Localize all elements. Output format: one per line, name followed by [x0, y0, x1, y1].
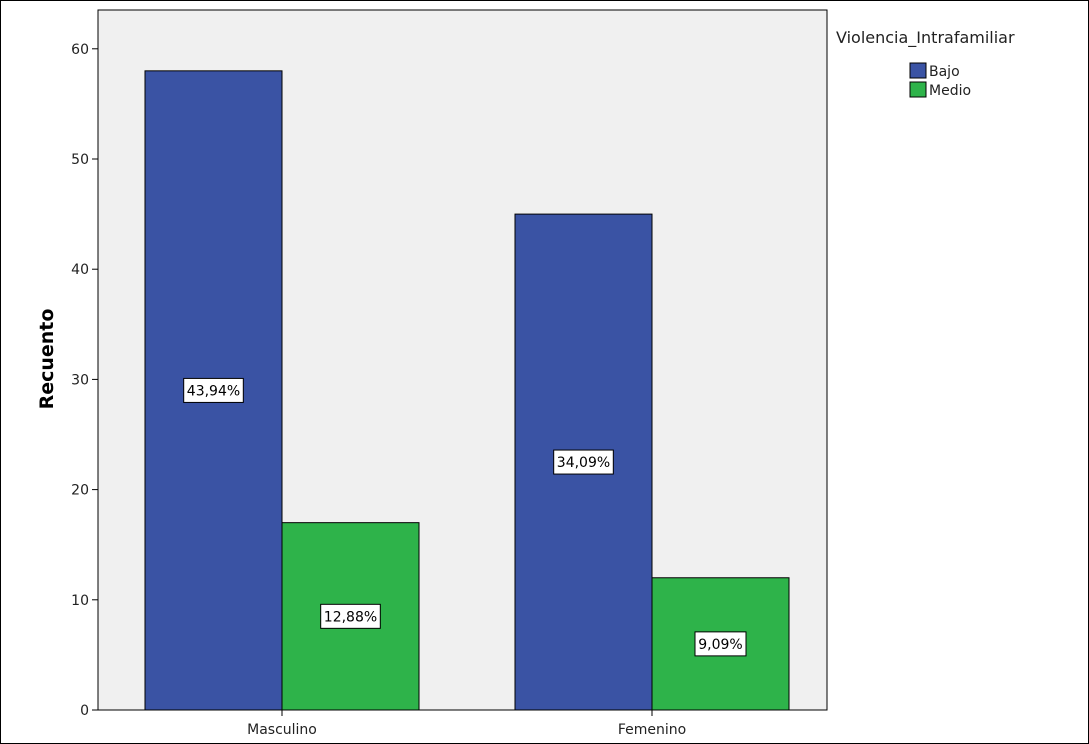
legend-swatch-bajo — [909, 62, 927, 79]
data-label-box — [320, 603, 381, 629]
data-label: 34,09% — [557, 455, 610, 471]
data-label-box — [183, 377, 244, 403]
legend-label-bajo: Bajo — [929, 64, 960, 80]
y-tick-label: 60 — [71, 42, 89, 58]
y-tick-label: 30 — [71, 372, 89, 388]
x-tick-label: Masculino — [247, 722, 317, 738]
data-label-box — [694, 631, 747, 657]
legend-swatch-medio — [909, 81, 927, 98]
y-axis: 0 10 20 30 40 50 60 — [71, 42, 98, 719]
data-label: 43,94% — [187, 383, 240, 399]
data-label: 12,88% — [324, 609, 377, 625]
x-axis: Masculino Femenino — [247, 710, 686, 738]
y-tick-label: 0 — [80, 703, 89, 719]
data-label-box — [553, 449, 614, 475]
legend-title: Violencia_Intrafamiliar — [836, 28, 1015, 48]
data-label: 9,09% — [698, 637, 742, 653]
bars-group — [144, 70, 790, 711]
y-tick-label: 40 — [71, 262, 89, 278]
data-labels-group: 43,94% 12,88% 34,09% 9,09% — [183, 377, 747, 657]
x-tick-label: Femenino — [618, 722, 686, 738]
legend-label-medio: Medio — [929, 83, 971, 99]
legend: Bajo Medio — [909, 62, 971, 99]
y-tick-label: 10 — [71, 593, 89, 609]
y-tick-label: 50 — [71, 152, 89, 168]
y-axis-title: Recuento — [36, 309, 58, 410]
bar-bajo-femenino — [514, 213, 653, 711]
y-tick-label: 20 — [71, 483, 89, 499]
